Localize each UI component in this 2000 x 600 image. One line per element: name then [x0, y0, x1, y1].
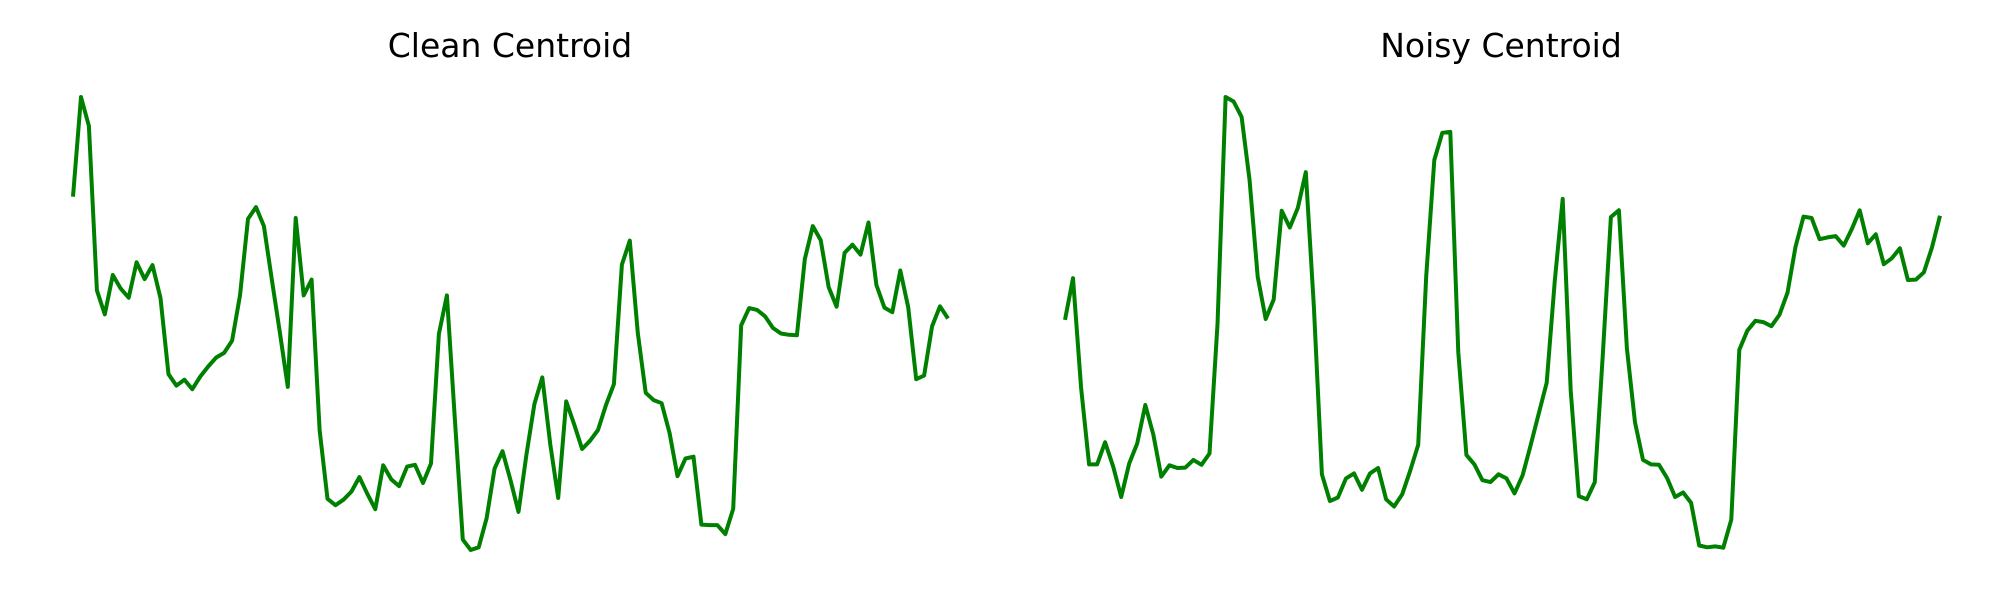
noisy-centroid-panel: Noisy Centroid — [1063, 26, 1942, 550]
chart-title: Clean Centroid — [388, 26, 633, 65]
chart-title: Noisy Centroid — [1380, 26, 1622, 65]
clean-centroid-panel: Clean Centroid — [71, 26, 950, 552]
noisy-centroid-line — [1063, 95, 1942, 550]
clean-centroid-line — [71, 95, 950, 552]
